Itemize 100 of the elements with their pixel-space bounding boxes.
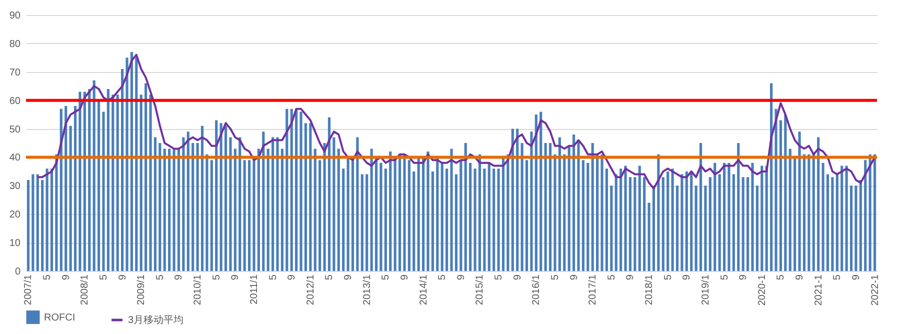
bar (840, 166, 844, 271)
x-tick-label: 9 (512, 274, 524, 280)
bar (812, 154, 815, 271)
x-tick-label: 2011/1 (248, 274, 260, 304)
bar (374, 157, 378, 271)
bar (154, 137, 157, 271)
bar (873, 154, 876, 271)
bar (610, 186, 613, 271)
bar (370, 148, 373, 271)
bar (634, 177, 636, 271)
x-tick-label: 9 (286, 274, 298, 280)
bar (648, 202, 650, 271)
bar (431, 171, 434, 271)
bar (328, 117, 331, 271)
x-tick-label: 2010/1 (192, 274, 204, 306)
bar (817, 137, 820, 271)
bar (714, 162, 716, 271)
bar (97, 100, 100, 271)
y-tick-label: 50 (9, 124, 21, 136)
bar (78, 92, 82, 271)
bar (309, 123, 312, 271)
bar (685, 171, 688, 271)
bar (638, 166, 641, 271)
bar (760, 166, 764, 271)
bar (60, 108, 62, 271)
y-tick-label: 80 (9, 38, 21, 50)
bar (144, 83, 148, 271)
bar (360, 174, 364, 271)
bar (380, 162, 382, 271)
x-tick-label: 2012/1 (305, 274, 316, 306)
x-tick-label: 2021-1 (813, 274, 824, 306)
legend-label: ROFCI (44, 312, 76, 324)
bar (798, 132, 801, 271)
bar (774, 108, 778, 271)
bar (342, 168, 345, 271)
bar (266, 148, 270, 271)
bar (511, 128, 514, 271)
bar (74, 106, 77, 271)
bar (182, 137, 185, 271)
bar (765, 166, 768, 271)
bar (300, 112, 302, 271)
x-tick-label: 2009/1 (136, 274, 148, 306)
x-tick-label: 5 (268, 274, 279, 280)
x-tick-label: 9 (625, 274, 636, 280)
bar (295, 108, 298, 271)
bar (591, 143, 594, 271)
bar (224, 126, 228, 271)
bar (262, 132, 265, 271)
bar (92, 80, 96, 271)
x-tick-label: 2019/1 (700, 274, 712, 306)
bar (831, 177, 834, 271)
bar (596, 154, 599, 271)
bar (836, 174, 838, 271)
bar (200, 126, 204, 271)
x-tick-label: 9 (60, 274, 72, 280)
bar (854, 186, 858, 271)
bar (544, 143, 547, 271)
x-tick-label: 5 (324, 274, 336, 280)
bar (337, 148, 340, 271)
x-tick-label: 9 (174, 274, 185, 280)
bar (586, 162, 590, 271)
y-tick-label: 10 (9, 238, 21, 250)
bar (516, 128, 519, 271)
bar (600, 154, 604, 271)
bar (280, 148, 284, 271)
bar (563, 154, 566, 271)
bar (788, 148, 792, 271)
x-tick-label: 2013/1 (362, 274, 373, 306)
bar (751, 162, 754, 271)
bar (389, 152, 392, 271)
bar (460, 160, 462, 271)
y-tick-label: 90 (9, 10, 21, 22)
bar (694, 186, 698, 271)
bar (690, 171, 693, 271)
bar (728, 162, 730, 271)
bar (779, 120, 782, 271)
bar (436, 157, 439, 271)
bar (196, 143, 199, 271)
legend-label: 3月移动平均 (128, 314, 184, 326)
bar (426, 152, 430, 271)
x-tick-label: 9 (738, 274, 750, 280)
bar (859, 180, 862, 271)
bar (248, 160, 251, 271)
bar (850, 186, 853, 271)
bar (88, 88, 91, 271)
bar (572, 134, 576, 271)
bar (699, 143, 702, 271)
bar (605, 168, 608, 271)
x-tick-label: 5 (776, 274, 787, 280)
bar (446, 168, 448, 271)
bar (643, 177, 646, 271)
x-tick-label: 5 (437, 274, 448, 280)
bar (568, 146, 570, 271)
bar (130, 52, 133, 271)
bar (530, 132, 533, 271)
bar (384, 168, 387, 271)
bar (192, 143, 194, 271)
bar (662, 177, 664, 271)
bar (722, 162, 726, 271)
bar (708, 177, 712, 271)
